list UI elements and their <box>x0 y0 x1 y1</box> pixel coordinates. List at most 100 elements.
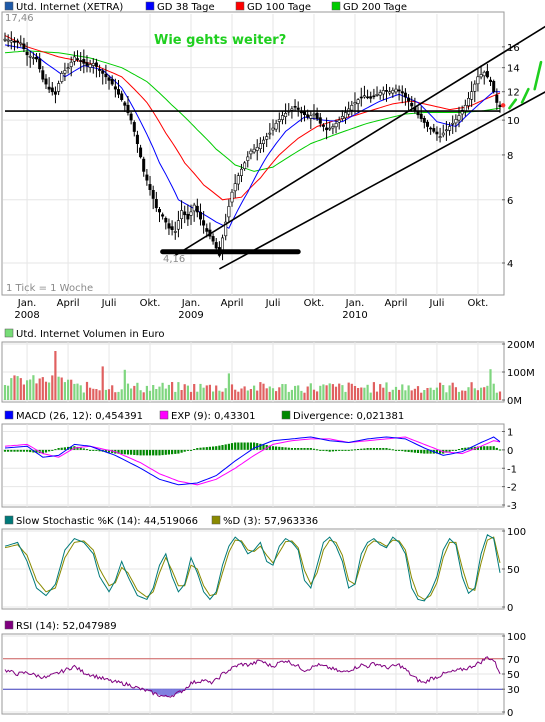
volume-bar <box>142 392 145 400</box>
candle-body <box>176 220 180 230</box>
volume-bar <box>338 383 341 400</box>
annotation-text: Wie gehts weiter? <box>154 33 286 48</box>
divergence-bar <box>224 444 227 450</box>
volume-y-tick-label: 200M <box>507 340 535 351</box>
volume-bar <box>22 384 25 400</box>
divergence-bar <box>145 449 148 456</box>
candle-body <box>290 108 294 111</box>
rsi-y-tick-label: 50 <box>507 670 520 681</box>
price-y-tick-label: 6 <box>507 196 513 207</box>
candle-body <box>350 105 354 111</box>
divergence-bar <box>253 442 256 450</box>
candle-body <box>38 58 42 70</box>
x-tick-label: Jan. <box>345 298 365 309</box>
candle-body <box>435 131 439 135</box>
volume-bar <box>145 385 148 400</box>
divergence-bar <box>117 449 120 454</box>
volume-bar <box>312 389 316 400</box>
candle-body <box>202 220 206 226</box>
volume-bar <box>120 389 123 400</box>
volume-bar <box>297 385 300 400</box>
divergence-bar <box>44 449 48 453</box>
candle-body <box>302 111 306 116</box>
volume-bar <box>265 388 268 400</box>
volume-bar <box>76 383 79 400</box>
rsi-oversold-area <box>175 689 178 695</box>
candle-body <box>438 136 442 138</box>
candle-body <box>53 91 57 95</box>
candle-body <box>407 97 411 102</box>
divergence-bar <box>312 448 316 450</box>
stochastic-grid <box>3 529 503 609</box>
rsi-oversold-area <box>180 689 182 692</box>
rsi-y-tick-label: 70 <box>507 655 520 666</box>
volume-bar <box>183 384 186 400</box>
volume-bar <box>164 388 167 400</box>
candle-body <box>485 71 489 78</box>
volume-bar <box>167 384 170 400</box>
volume-bar <box>256 390 259 400</box>
rsi-oversold-area <box>162 689 165 696</box>
candle-body <box>353 102 357 105</box>
divergence-bar <box>57 448 60 450</box>
stochastic-y-axis: 0 50 100 <box>502 527 526 614</box>
divergence-bar <box>7 449 10 452</box>
rsi-oversold-area <box>170 689 173 696</box>
candle-body <box>284 113 288 118</box>
divergence-bar <box>303 448 306 450</box>
candle-body <box>488 79 492 82</box>
divergence-bar <box>480 446 483 450</box>
candle-body <box>325 127 329 131</box>
divergence-bar <box>70 446 73 450</box>
volume-bar <box>470 382 473 400</box>
divergence-bar <box>246 442 249 450</box>
candle-body <box>422 118 426 123</box>
divergence-bar <box>325 449 328 452</box>
volume-bar <box>483 387 486 400</box>
volume-bar <box>101 366 104 400</box>
volume-bar <box>448 385 451 400</box>
volume-bar <box>445 392 448 400</box>
volume-bar <box>454 387 457 400</box>
volume-bar <box>54 351 57 400</box>
candle-body <box>72 56 76 62</box>
candle-body <box>230 191 234 203</box>
divergence-bar <box>26 449 29 452</box>
volume-bar <box>89 387 92 400</box>
volume-bar <box>353 386 357 400</box>
candlesticks <box>3 31 502 261</box>
candle-body <box>167 223 171 229</box>
volume-bar <box>451 382 454 400</box>
volume-bar <box>328 383 331 400</box>
divergence-bar <box>243 442 246 450</box>
divergence-bar <box>350 449 353 451</box>
divergence-bar <box>54 449 57 451</box>
volume-bar <box>347 382 350 400</box>
candle-body <box>104 73 108 78</box>
volume-bar <box>227 373 230 400</box>
volume-bar <box>461 390 464 400</box>
divergence-bar <box>193 449 196 450</box>
exp-legend-swatch <box>159 410 169 420</box>
volume-bar <box>249 389 252 400</box>
divergence-bar <box>174 449 177 454</box>
stoch-k-line <box>4 534 501 602</box>
candle-body <box>498 104 502 107</box>
rsi-oversold-area <box>157 689 160 695</box>
volume-bar <box>51 375 54 400</box>
volume-bar <box>148 390 152 400</box>
volume-bar <box>268 386 271 400</box>
candle-body <box>315 112 319 119</box>
volume-bar <box>48 382 51 400</box>
volume-bar <box>186 385 189 400</box>
candle-body <box>451 123 455 125</box>
divergence-bar <box>133 449 136 455</box>
candle-body <box>372 95 376 98</box>
divergence-bar <box>221 445 224 450</box>
volume-bar <box>196 391 199 400</box>
divergence-bar <box>13 449 16 452</box>
candle-body <box>397 89 401 92</box>
candle-body <box>482 71 486 77</box>
stoch-k-legend-swatch <box>4 515 14 525</box>
divergence-bar <box>319 449 322 451</box>
